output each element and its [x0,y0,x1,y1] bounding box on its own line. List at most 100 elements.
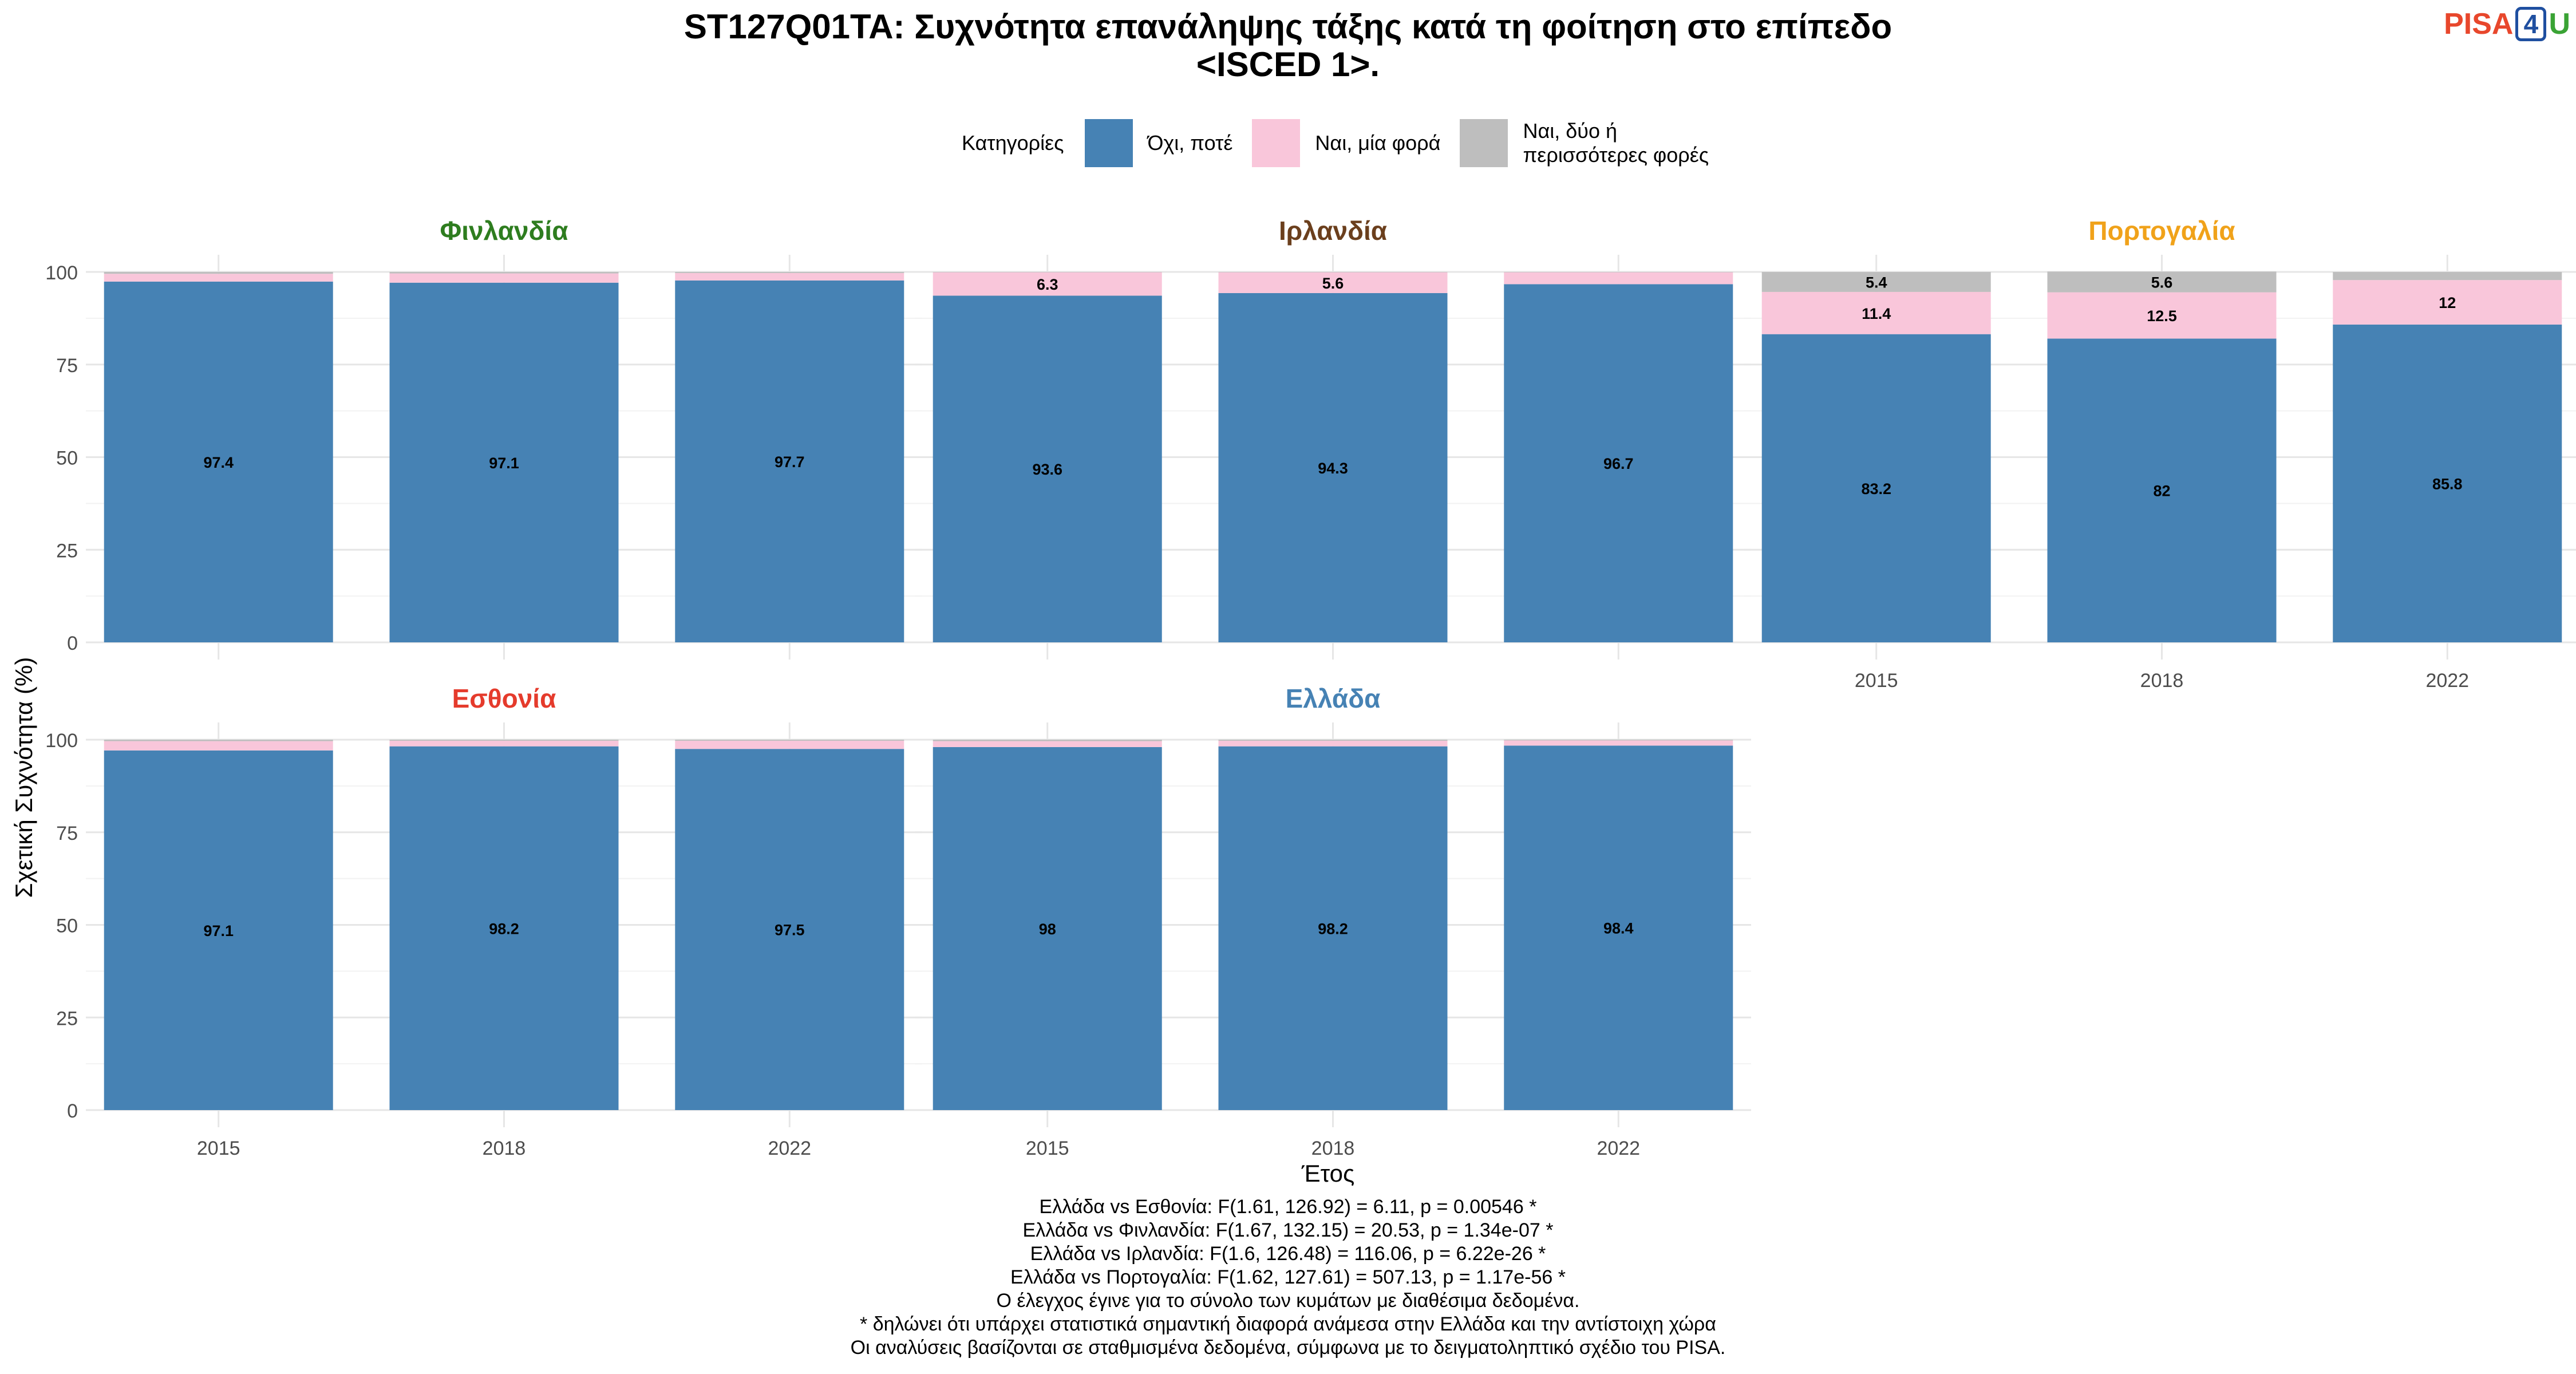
y-tick-label: 75 [56,823,78,844]
bar-never-2022 [2333,324,2562,642]
bar-twice-or-more-2015 [933,272,1162,273]
title-line-1: ST127Q01TA: Συχνότητα επανάληψης τάξης κ… [683,7,1893,46]
bar-twice-or-more-2022 [2333,272,2562,281]
bar-twice-or-more-2022 [675,740,904,741]
legend: Κατηγορίες Όχι, ποτέ Ναι, μία φορά Ναι, … [962,114,1748,172]
bar-once-2022 [1504,272,1733,285]
bar-twice-or-more-2018 [389,740,619,741]
legend-swatch-twice-or-more [1460,119,1508,167]
facet-4: 0 25 50 75 100 Εσθονία 97.1 2015 98.2 2018 97.5 202… [45,684,922,1159]
bar-twice-or-more-2015 [933,740,1162,741]
data-label: 11.4 [1862,305,1891,322]
legend-label-twice-or-more: Ναι, δύο ή περισσότερες φορές [1523,119,1709,167]
x-axis-label: Έτος [1301,1160,1355,1187]
bar-twice-or-more-2015 [104,272,333,274]
note-line-7: Οι αναλύσεις βασίζονται σε σταθμισμένα δ… [850,1337,1726,1359]
bar-never-2022 [675,749,904,1110]
chart-title: ST127Q01TA: Συχνότητα επανάληψης τάξης κ… [0,8,2576,84]
y-axis-label: Σχετική Συχνότητα (%) [10,657,37,898]
bar-once-2018 [2047,292,2277,339]
y-tick-label: 50 [56,915,78,937]
logo-text-4: 4 [2515,7,2547,41]
x-tick-label: 2022 [2425,670,2469,692]
footnotes: Ελλάδα vs Εσθονία: F(1.61, 126.92) = 6.1… [0,1195,2576,1360]
facet-title: Ελλάδα [1286,684,1381,713]
facet-3: Πορτογαλία 83.2 11.4 5.4 2015 82 12.5 5.6 2018 85… [1744,216,2576,692]
bar-once-2015 [104,741,333,751]
bar-twice-or-more-2015 [104,740,333,741]
bar-once-2018 [389,740,619,747]
bar-once-2015 [104,274,333,282]
y-tick-label: 100 [45,262,78,284]
bar-never-2018 [1218,746,1448,1110]
pisa4u-logo: PISA 4 U [2444,6,2570,42]
data-label: 82 [2153,483,2170,500]
x-tick-label: 2015 [1026,1138,1069,1159]
bar-never-2015 [104,281,333,642]
bar-once-2015 [933,272,1162,296]
facet-1: 0 25 50 75 100 Φινλανδία 97.4 97.1 97.7 [45,216,922,660]
x-tick-label: 2018 [2140,670,2184,692]
x-tick-label: 2015 [1855,670,1898,692]
bar-once-2015 [1761,291,1991,334]
bar-twice-or-more-2015 [1761,272,1991,292]
data-label: 98.2 [1318,920,1348,937]
note-line-6: * δηλώνει ότι υπάρχει στατιστικά σημαντι… [860,1313,1716,1335]
note-line-2: Ελλάδα vs Φινλανδία: F(1.67, 132.15) = 2… [1022,1219,1554,1241]
x-tick-label: 2022 [1597,1138,1640,1159]
y-tick-label: 0 [67,1100,78,1122]
bar-twice-or-more-2022 [675,272,904,273]
data-label: 93.6 [1032,461,1062,478]
bar-never-2018 [1218,293,1448,642]
bar-never-2022 [1504,745,1733,1110]
legend-item-never: Όχι, ποτέ [1084,119,1233,167]
bar-twice-or-more-2018 [1218,272,1448,273]
y-tick-label: 100 [45,730,78,752]
logo-text-u: U [2549,7,2570,41]
legend-title: Κατηγορίες [962,131,1064,155]
bar-once-2015 [933,741,1162,747]
data-label: 96.7 [1603,455,1634,472]
y-tick-label: 25 [56,540,78,562]
logo-text-pisa: PISA [2444,7,2514,41]
data-label: 6.3 [1037,276,1058,293]
title-line-2: <ISCED 1>. [1196,45,1380,84]
bar-never-2015 [104,750,333,1110]
bar-once-2022 [1504,740,1733,746]
note-line-3: Ελλάδα vs Ιρλανδία: F(1.6, 126.48) = 116… [1030,1243,1546,1265]
data-label: 12.5 [2147,307,2177,325]
note-line-5: Ο έλεγχος έγινε για το σύνολο των κυμάτω… [996,1290,1580,1312]
data-label: 98.4 [1603,920,1634,937]
facet-title: Φινλανδία [440,216,568,246]
legend-swatch-never [1084,119,1133,167]
data-label: 97.4 [203,454,234,471]
bar-once-2022 [2333,280,2562,325]
bar-never-2022 [675,280,904,643]
data-label: 97.1 [489,455,519,472]
legend-label-once: Ναι, μία φορά [1315,131,1441,155]
legend-label-never: Όχι, ποτέ [1147,131,1233,155]
bar-never-2018 [2047,338,2277,642]
facet-2: Ιρλανδία 93.6 6.3 94.3 5.6 96.7 [915,216,1751,660]
legend-swatch-once [1252,119,1301,167]
bar-never-2018 [389,746,619,1110]
note-line-1: Ελλάδα vs Εσθονία: F(1.61, 126.92) = 6.1… [1039,1196,1537,1218]
bar-twice-or-more-2022 [1504,272,1733,273]
bar-never-2015 [1761,334,1991,642]
facet-title: Πορτογαλία [2088,216,2235,246]
data-label: 5.6 [2151,274,2173,291]
facet-5: Ελλάδα 98 2015 98.2 2018 98.4 2022 [915,684,1751,1159]
data-label: 12 [2439,294,2456,311]
x-tick-label: 2018 [483,1138,526,1159]
data-label: 98 [1039,921,1056,938]
legend-item-twice-or-more: Ναι, δύο ή περισσότερες φορές [1460,119,1729,167]
data-label: 94.3 [1318,460,1348,477]
x-tick-label: 2022 [768,1138,811,1159]
data-label: 83.2 [1861,480,1891,498]
data-label: 5.4 [1866,274,1887,291]
bar-never-2018 [389,282,619,642]
bar-once-2018 [1218,740,1448,747]
data-label: 97.5 [775,922,805,939]
bar-twice-or-more-2018 [389,272,619,274]
bar-once-2018 [1218,272,1448,293]
